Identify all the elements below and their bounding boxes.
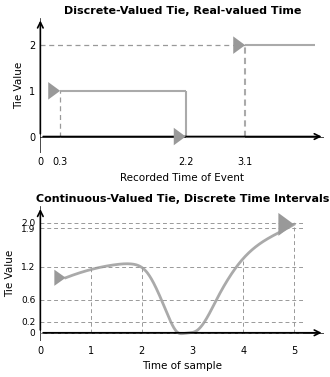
Title: Discrete-Valued Tie, Real-valued Time: Discrete-Valued Tie, Real-valued Time <box>64 6 301 15</box>
X-axis label: Time of sample: Time of sample <box>143 362 222 371</box>
Polygon shape <box>48 82 60 100</box>
Y-axis label: Tie Value: Tie Value <box>14 61 24 109</box>
X-axis label: Recorded Time of Event: Recorded Time of Event <box>120 173 245 183</box>
Polygon shape <box>233 36 245 54</box>
Y-axis label: Tie Value: Tie Value <box>6 250 16 297</box>
Title: Continuous-Valued Tie, Discrete Time Intervals: Continuous-Valued Tie, Discrete Time Int… <box>36 194 329 204</box>
Polygon shape <box>279 213 294 236</box>
Polygon shape <box>174 128 186 145</box>
Polygon shape <box>54 270 66 286</box>
